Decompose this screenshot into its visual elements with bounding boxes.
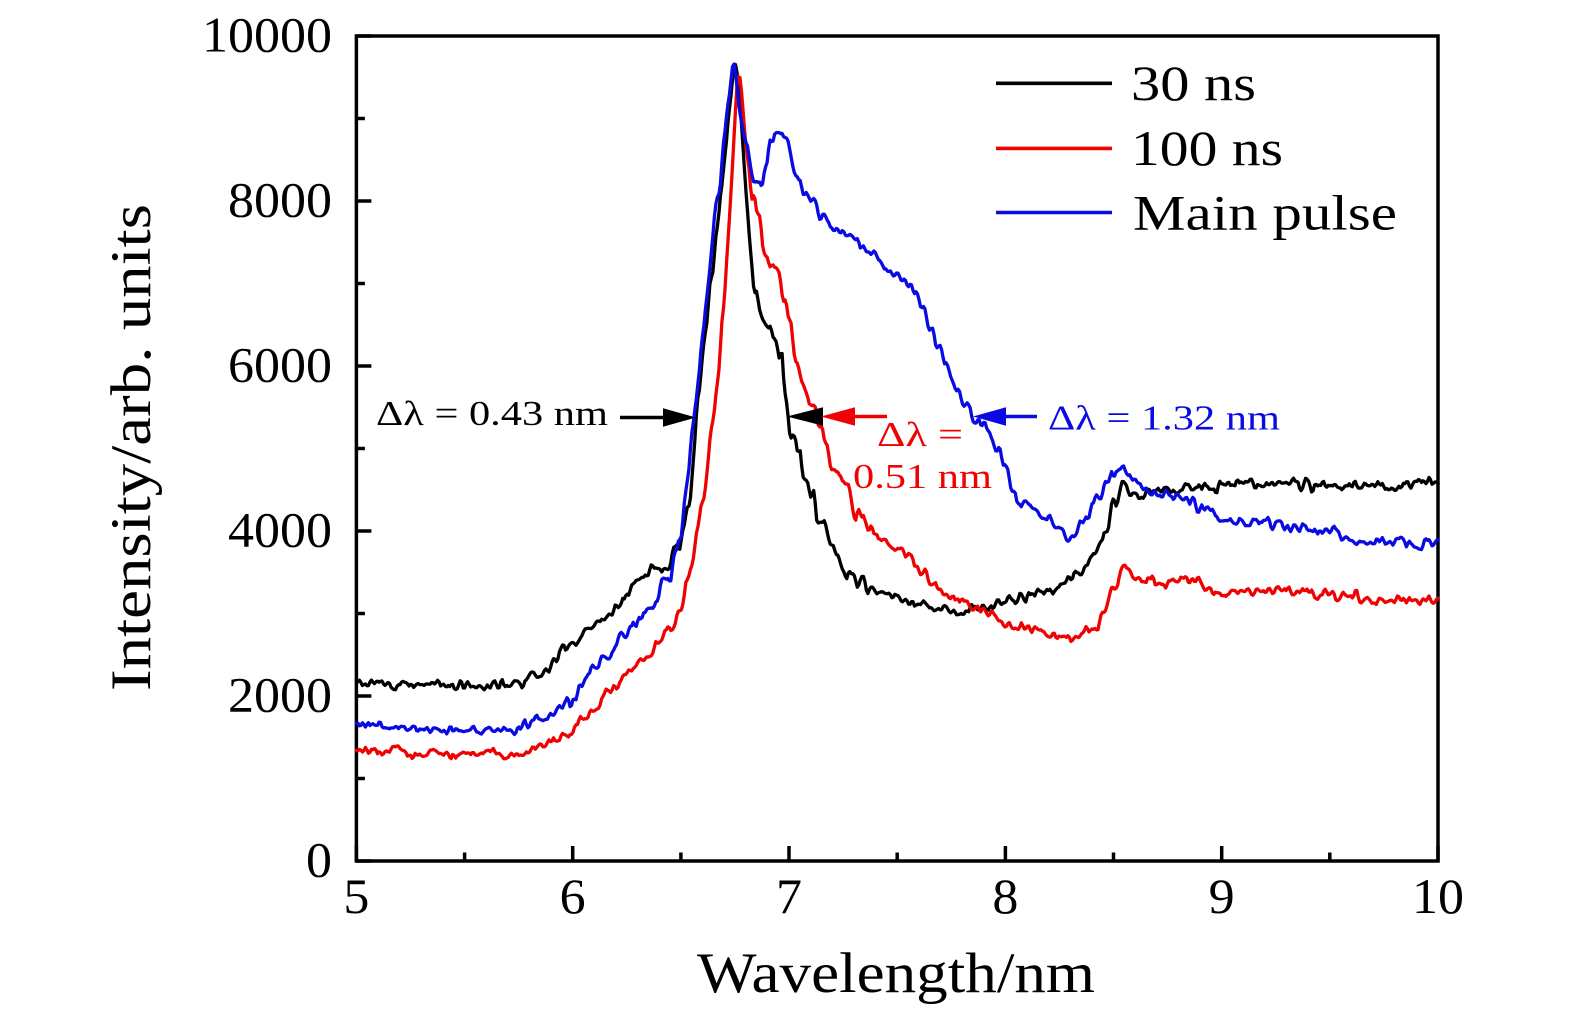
svg-text:8000: 8000 [228, 172, 332, 228]
svg-text:Δλ =: Δλ = [877, 415, 963, 454]
svg-text:Δλ = 0.43 nm: Δλ = 0.43 nm [376, 394, 608, 433]
svg-text:4000: 4000 [228, 502, 332, 558]
svg-text:0.51 nm: 0.51 nm [853, 457, 992, 496]
svg-text:2000: 2000 [228, 667, 332, 723]
svg-text:10: 10 [1412, 868, 1464, 924]
svg-text:8: 8 [992, 868, 1018, 924]
svg-text:7: 7 [776, 868, 802, 924]
svg-text:6000: 6000 [228, 337, 332, 393]
svg-text:100 ns: 100 ns [1131, 120, 1283, 176]
svg-text:Δλ = 1.32 nm: Δλ = 1.32 nm [1048, 399, 1280, 438]
svg-text:5: 5 [343, 868, 369, 924]
svg-text:Wavelength/nm: Wavelength/nm [697, 942, 1095, 1005]
svg-text:Main pulse: Main pulse [1133, 185, 1397, 241]
svg-text:0: 0 [306, 832, 332, 888]
svg-text:10000: 10000 [202, 7, 332, 63]
svg-text:30 ns: 30 ns [1131, 55, 1256, 111]
svg-text:Intensity/arb. units: Intensity/arb. units [100, 204, 163, 691]
svg-text:9: 9 [1209, 868, 1235, 924]
svg-text:6: 6 [560, 868, 586, 924]
